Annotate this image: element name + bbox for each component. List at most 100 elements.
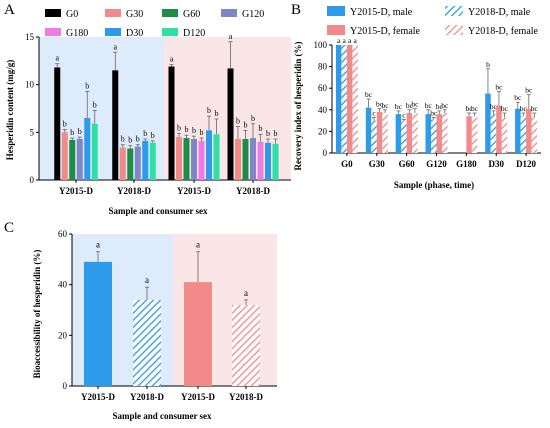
panel-a-bar-g60 bbox=[183, 138, 190, 180]
panel-a-significance-label: b bbox=[259, 124, 263, 133]
panel-b-y-tick-label: 40 bbox=[318, 105, 328, 115]
panel-b-bar bbox=[425, 114, 431, 153]
panel-b-bar bbox=[346, 45, 353, 153]
panel-a-y-axis-label: Hesperidin content (mg/g) bbox=[5, 60, 15, 161]
panel-a-bar-g120 bbox=[134, 146, 141, 180]
panel-a-bar-g0 bbox=[168, 66, 175, 180]
panel-a-significance-label: b bbox=[236, 117, 240, 126]
panel-a-bar-g30 bbox=[235, 139, 241, 180]
panel-c-y-tick-label: 0 bbox=[63, 381, 68, 391]
panel-a-legend: G0 G30 G60 G120 G180 D30 D120 bbox=[45, 9, 264, 39]
panel-b-x-tick-label: G30 bbox=[369, 159, 386, 169]
panel-c-significance-label: a bbox=[244, 288, 248, 298]
panel-c-significance-label: a bbox=[196, 240, 200, 250]
panel-a-legend-label: D120 bbox=[183, 28, 205, 39]
panel-a-legend-label: G0 bbox=[66, 9, 78, 20]
panel-a-bar-g120 bbox=[76, 139, 83, 180]
panel-b-bar bbox=[382, 113, 388, 153]
panel-b-legend-label: Y2015-D, female bbox=[350, 26, 421, 37]
panel-b-significance-label: bc bbox=[490, 102, 498, 111]
panel-a-significance-label: b bbox=[93, 100, 97, 109]
panel-b-legend: Y2015-D, male Y2018-D, male Y2015-D, femal… bbox=[327, 6, 539, 37]
panel-a-y-tick-label: 5 bbox=[30, 127, 35, 137]
panel-b-significance-label: bc bbox=[411, 100, 419, 109]
panel-b-bar bbox=[335, 45, 342, 153]
panel-b-y-tick-label: 20 bbox=[318, 126, 328, 136]
panel-a-legend-swatch-g180 bbox=[45, 28, 61, 36]
panel-a-legend-swatch-g30 bbox=[105, 9, 121, 17]
panel-c-y-tick-label: 40 bbox=[58, 280, 68, 290]
panel-a-legend-label: G60 bbox=[183, 9, 200, 20]
panel-b-significance-label: bc bbox=[381, 101, 389, 110]
panel-b-legend-label: Y2015-D, male bbox=[350, 7, 413, 18]
panel-b-y-tick-label: 100 bbox=[314, 40, 328, 50]
panel-b-bar bbox=[526, 108, 532, 153]
panel-a-significance-label: b bbox=[136, 135, 140, 144]
panel-c-bioaccessibility: C Bioaccessibility of hesperidin (%) Sam… bbox=[4, 220, 277, 421]
panel-a-x-tick-label: Y2015-D bbox=[59, 186, 93, 196]
panel-b-bar bbox=[352, 45, 358, 153]
panel-b-legend-label: Y2018-D, female bbox=[468, 26, 539, 37]
panel-a-x-axis-label: Sample and consumer sex bbox=[108, 206, 208, 216]
panel-c-significance-label: a bbox=[145, 275, 149, 285]
panel-a-bar-g0 bbox=[54, 67, 61, 180]
panel-b-x-tick-label: G0 bbox=[341, 159, 353, 169]
panel-c-bar bbox=[133, 299, 161, 386]
panel-a-significance-label: b bbox=[63, 119, 67, 128]
panel-c-x-tick-label: Y2018-D bbox=[130, 392, 164, 402]
panel-b-legend-swatch bbox=[327, 6, 345, 16]
panel-b-x-tick-label: G120 bbox=[426, 159, 447, 169]
panel-c-y-axis-label: Bioaccessibility of hesperidin (%) bbox=[32, 250, 42, 379]
panel-a-legend-label: G30 bbox=[126, 9, 143, 20]
panel-a-bar-g0 bbox=[227, 68, 234, 180]
panel-c-significance-label: a bbox=[96, 240, 100, 250]
panel-b-significance-label: c bbox=[402, 111, 406, 120]
panel-b-significance-label: bc bbox=[525, 86, 533, 95]
panel-a-significance-label: b bbox=[266, 129, 270, 138]
panel-a-bar-d30 bbox=[142, 140, 149, 180]
panel-a-bar-g60 bbox=[127, 148, 134, 180]
panel-b-significance-label: a bbox=[337, 36, 341, 45]
panel-b-bar bbox=[485, 93, 491, 153]
panel-b-x-tick-label: D120 bbox=[516, 159, 536, 169]
panel-b-significance-label: b bbox=[486, 60, 490, 69]
panel-a-legend-swatch-g0 bbox=[45, 9, 61, 17]
panel-b-significance-label: bc bbox=[466, 104, 474, 113]
panel-b-legend-swatch bbox=[445, 6, 463, 16]
panel-a-bar-d30 bbox=[265, 142, 271, 180]
panel-b-bar bbox=[442, 113, 448, 153]
panel-b-label: B bbox=[291, 2, 301, 18]
panel-c-bar bbox=[184, 282, 212, 386]
panel-a-significance-label: b bbox=[215, 109, 219, 118]
panel-a-significance-label: b bbox=[143, 129, 147, 138]
panel-a-significance-label: b bbox=[177, 123, 181, 132]
panel-b-significance-label: a bbox=[348, 36, 352, 45]
panel-b-significance-label: bc bbox=[365, 90, 373, 99]
panel-a-legend-label: G180 bbox=[66, 28, 88, 39]
panel-c-x-axis-label: Sample and consumer sex bbox=[112, 411, 212, 421]
panel-b-significance-label: bc bbox=[395, 102, 403, 111]
panel-a-significance-label: b bbox=[207, 106, 211, 115]
panel-b-significance-label: bc bbox=[514, 93, 522, 102]
panel-b-significance-label: bc bbox=[430, 108, 438, 117]
panel-a-bar-g60 bbox=[69, 139, 76, 180]
panel-a-bar-d120 bbox=[91, 123, 98, 180]
panel-b-significance-label: bc bbox=[531, 104, 539, 113]
panel-b-legend-swatch bbox=[445, 25, 463, 35]
panel-b-significance-label: bc bbox=[501, 104, 509, 113]
panel-a-bar-g30 bbox=[61, 132, 68, 180]
panel-b-y-tick-label: 60 bbox=[318, 83, 328, 93]
panel-a-x-tick-label: Y2015-D bbox=[177, 186, 211, 196]
panel-a-x-tick-label: Y2018-D bbox=[236, 186, 270, 196]
panel-b-bar bbox=[341, 45, 347, 153]
panel-b-significance-label: a bbox=[354, 36, 358, 45]
panel-a-significance-label: b bbox=[121, 135, 125, 144]
panel-a-legend-label: D30 bbox=[126, 28, 143, 39]
panel-b-bar bbox=[431, 119, 437, 153]
panel-a-legend-swatch-d120 bbox=[162, 28, 178, 36]
panel-a-legend-swatch-g60 bbox=[162, 9, 178, 17]
panel-b-significance-label: bc bbox=[436, 102, 444, 111]
panel-c-x-tick-label: Y2015-D bbox=[81, 392, 115, 402]
panel-a-bar-g120 bbox=[250, 138, 256, 180]
panel-a-significance-label: b bbox=[128, 136, 132, 145]
